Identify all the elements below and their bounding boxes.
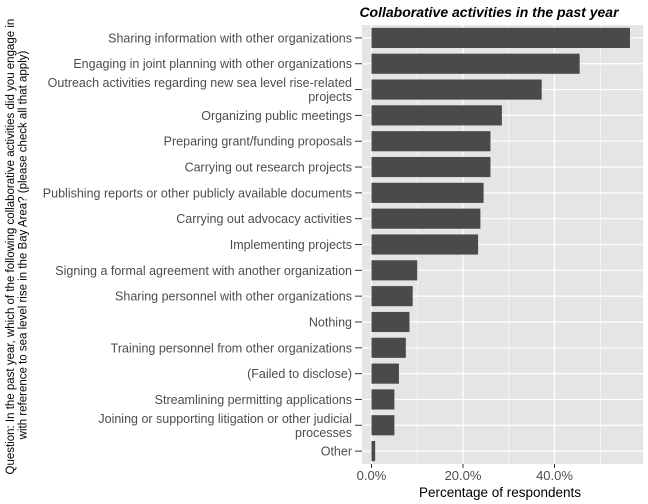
category-label-line: Signing a formal agreement with another … [55,264,352,278]
y-axis-title: Question: In the past year, which of the… [5,15,30,474]
category-label-line: Joining or supporting litigation or othe… [98,412,352,426]
bar [371,131,491,152]
category-label: Preparing grant/funding proposals [164,135,352,149]
category-label-line: (Failed to disclose) [247,367,352,381]
x-tick-label: 40.0% [536,468,573,483]
chart-title: Collaborative activities in the past yea… [359,4,620,20]
category-label: Publishing reports or other publicly ava… [43,186,352,200]
category-label: Implementing projects [230,238,352,252]
bar [371,234,479,255]
category-labels: Sharing information with other organizat… [43,31,362,459]
category-label: (Failed to disclose) [247,367,352,381]
category-label: Signing a formal agreement with another … [55,264,352,278]
category-label-line: Sharing information with other organizat… [108,31,352,45]
category-label: Nothing [309,315,352,329]
category-label-line: Training personnel from other organizati… [111,341,352,355]
category-label: Organizing public meetings [201,109,352,123]
y-axis-title-line-2: with reference to sea level rise in the … [18,51,30,441]
bar [371,79,542,100]
bar [371,286,413,307]
bar [371,415,395,436]
category-label-line: Publishing reports or other publicly ava… [43,186,352,200]
category-label-line: Sharing personnel with other organizatio… [115,290,352,304]
category-label: Other [321,445,352,459]
category-label: Joining or supporting litigation or othe… [98,412,352,440]
bars [371,27,630,462]
category-label-line: Engaging in joint planning with other or… [73,57,352,71]
bar [371,260,418,281]
category-label: Sharing information with other organizat… [108,31,352,45]
category-label-line: Carrying out advocacy activities [176,212,352,226]
category-label-line: Nothing [309,315,352,329]
bar [371,156,491,178]
bar [371,441,376,462]
bar [371,27,630,48]
bar [371,105,502,126]
x-axis-ticks: 0.0% 20.0% 40.0% [357,464,573,483]
category-label-line: Organizing public meetings [201,109,352,123]
bar [371,208,481,229]
bar [371,53,580,74]
x-tick-label: 20.0% [445,468,482,483]
category-label-line: Preparing grant/funding proposals [164,135,352,149]
category-label: Carrying out advocacy activities [176,212,352,226]
category-label: Engaging in joint planning with other or… [73,57,352,71]
category-label: Sharing personnel with other organizatio… [115,290,352,304]
bar [371,337,406,358]
category-label-line: projects [308,90,352,104]
category-label-line: Carrying out research projects [185,161,352,175]
category-label-line: Other [321,445,352,459]
bar [371,389,395,410]
category-label-line: processes [295,426,352,440]
category-label: Carrying out research projects [185,161,352,175]
bar [371,363,399,384]
category-label: Training personnel from other organizati… [111,341,352,355]
category-label: Streamlining permitting applications [155,393,352,407]
category-label-line: Implementing projects [230,238,352,252]
category-label: Outreach activities regarding new sea le… [48,76,352,104]
category-label-line: Streamlining permitting applications [155,393,352,407]
y-axis-title-line-1: Question: In the past year, which of the… [5,19,17,475]
category-label-line: Outreach activities regarding new sea le… [48,76,352,90]
bar [371,182,484,203]
x-tick-label: 0.0% [357,468,387,483]
x-axis-title: Percentage of respondents [419,485,581,500]
bar [371,311,410,333]
